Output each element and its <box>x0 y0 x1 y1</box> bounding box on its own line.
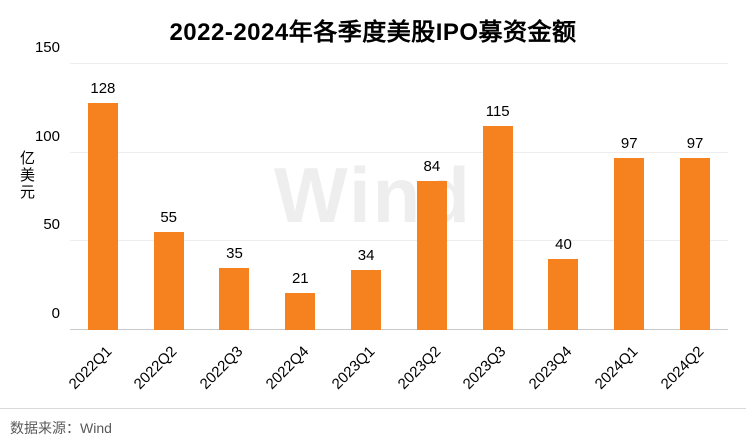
x-tick-label: 2022Q4 <box>262 343 313 393</box>
bar-value-label: 40 <box>555 236 572 254</box>
bar-value-label: 34 <box>357 246 375 264</box>
bar-value-label: 115 <box>485 103 510 121</box>
bar-slot: 34 <box>333 64 399 330</box>
x-label-cell: 2022Q3 <box>197 331 268 403</box>
bar-value-label: 97 <box>620 135 638 152</box>
bar <box>219 267 250 330</box>
y-axis-label: 亿美元 <box>18 150 35 201</box>
x-tick-label: 2024Q2 <box>657 343 708 393</box>
x-label-cell: 2022Q4 <box>263 331 333 403</box>
bar <box>680 158 711 330</box>
x-tick-label: 2023Q2 <box>394 343 444 393</box>
bar-slot: 128 <box>70 64 136 330</box>
x-axis-labels: 2022Q1 2022Q2 2022Q3 2022Q4 2023Q1 2023Q2 2023… <box>65 331 728 403</box>
x-label-cell: 2022Q2 <box>131 331 202 403</box>
bar-slot: 35 <box>202 64 268 330</box>
x-label-cell: 2022Q1 <box>65 331 136 403</box>
gridline <box>70 240 728 242</box>
bar-slot: 40 <box>531 64 597 330</box>
y-tick-label: 0 <box>51 305 60 322</box>
bar-slot: 21 <box>267 64 333 330</box>
bar <box>351 269 382 330</box>
bar <box>482 126 513 330</box>
x-tick-label: 2023Q3 <box>459 343 510 393</box>
x-label-cell: 2023Q4 <box>526 331 597 403</box>
source-divider <box>0 408 746 409</box>
x-tick-label: 2022Q2 <box>130 343 181 393</box>
x-tick-label: 2022Q3 <box>196 343 247 393</box>
source-text: 数据来源：Wind <box>10 420 112 436</box>
bar-slot: 97 <box>662 64 728 330</box>
x-label-cell: 2024Q1 <box>592 331 662 403</box>
bar-value-label: 128 <box>90 80 116 98</box>
x-tick-label: 2023Q1 <box>328 343 379 393</box>
bar-value-label: 55 <box>160 209 178 227</box>
bar <box>614 158 645 330</box>
bar <box>153 232 184 330</box>
bar-value-label: 35 <box>226 244 243 262</box>
bar <box>548 259 579 330</box>
x-label-cell: 2023Q3 <box>460 331 531 403</box>
chart-title: 2022-2024年各季度美股IPO募资金额 <box>169 19 577 46</box>
bars-container: 128 55 35 21 34 84 115 40 97 97 <box>70 64 728 330</box>
plot-area: 0 50 100 150 128 55 35 21 34 84 115 40 97 97 <box>35 40 728 330</box>
bar <box>285 292 316 330</box>
gridline <box>70 63 728 64</box>
y-tick-label: 100 <box>34 127 60 145</box>
bar-slot: 97 <box>596 64 662 330</box>
bar-slot: 84 <box>399 64 465 330</box>
bar-slot: 115 <box>465 64 531 330</box>
bar-value-label: 97 <box>686 135 704 152</box>
bar-value-label: 84 <box>423 158 441 176</box>
bar-value-label: 21 <box>291 269 309 287</box>
y-tick-label: 50 <box>43 216 60 234</box>
x-tick-label: 2022Q1 <box>65 343 115 393</box>
x-tick-label: 2024Q1 <box>591 343 642 393</box>
x-label-cell: 2023Q1 <box>328 331 399 403</box>
x-tick-label: 2023Q4 <box>525 343 576 393</box>
x-label-cell: 2024Q2 <box>657 331 728 403</box>
gridline <box>70 151 728 153</box>
y-tick-label: 150 <box>34 39 60 56</box>
bar <box>87 103 118 330</box>
bar-slot: 55 <box>136 64 202 330</box>
bar <box>416 181 447 330</box>
gridline <box>70 329 728 330</box>
x-label-cell: 2023Q2 <box>394 331 465 403</box>
